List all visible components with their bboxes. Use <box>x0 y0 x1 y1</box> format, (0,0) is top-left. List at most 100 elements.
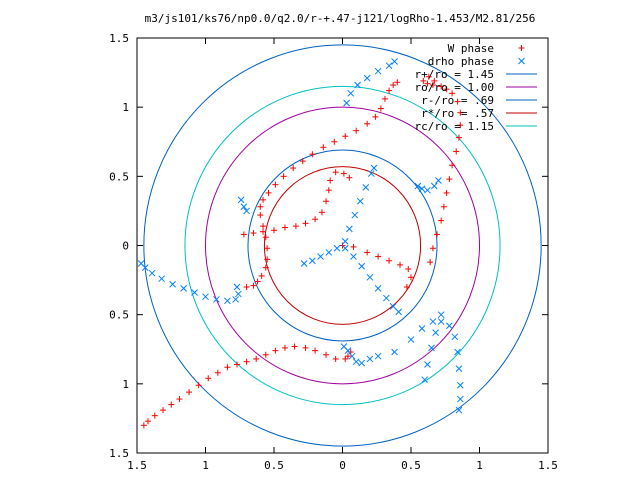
point-1-48 <box>333 244 341 252</box>
point-0-81 <box>302 220 309 227</box>
point-1-43 <box>391 58 398 65</box>
point-1-69 <box>424 186 431 194</box>
point-1-61 <box>382 294 390 302</box>
point-0-74 <box>431 77 438 84</box>
point-0-58 <box>440 203 447 210</box>
point-0-10 <box>224 364 231 371</box>
point-0-17 <box>291 343 298 350</box>
point-1-44 <box>300 260 308 267</box>
point-1-27 <box>428 344 435 352</box>
point-1-18 <box>366 355 374 363</box>
point-1-26 <box>424 361 431 368</box>
point-0-31 <box>264 245 271 252</box>
point-1-3 <box>158 275 166 283</box>
point-0-43 <box>320 144 327 151</box>
y-tick-label-3: 0 <box>122 240 129 253</box>
point-1-57 <box>350 253 357 260</box>
point-1-12 <box>233 283 241 291</box>
point-1-30 <box>446 322 453 330</box>
point-1-65 <box>240 203 248 211</box>
point-0-53 <box>394 79 401 86</box>
point-0-79 <box>281 224 288 231</box>
point-0-62 <box>453 148 460 155</box>
point-1-68 <box>418 185 426 193</box>
point-1-55 <box>370 164 378 172</box>
point-1-36 <box>455 406 463 414</box>
point-0-21 <box>332 355 339 362</box>
point-0-82 <box>312 216 319 223</box>
point-0-61 <box>449 162 456 169</box>
point-0-34 <box>257 212 264 219</box>
point-0-49 <box>377 105 384 112</box>
legend-label-0: W phase <box>448 42 494 55</box>
point-1-45 <box>309 257 316 265</box>
point-1-16 <box>352 358 360 366</box>
point-0-39 <box>280 173 287 180</box>
point-1-39 <box>354 81 361 89</box>
point-0-32 <box>262 234 269 241</box>
circle-4 <box>247 149 438 342</box>
point-1-6 <box>191 289 198 296</box>
legend-marker-1 <box>518 57 525 65</box>
point-0-20 <box>323 351 330 358</box>
point-1-71 <box>435 177 442 184</box>
point-0-57 <box>438 217 445 224</box>
point-0-75 <box>240 231 247 238</box>
x-tick-label-3: 0 <box>339 459 346 472</box>
point-1-10 <box>232 296 239 303</box>
y-tick-label-1: 1 <box>122 378 129 391</box>
point-1-66 <box>243 207 250 215</box>
point-0-68 <box>443 86 450 93</box>
point-0-22 <box>342 355 349 362</box>
point-0-16 <box>281 344 288 351</box>
point-1-5 <box>180 285 187 292</box>
legend-label-6: rc/ro = 1.15 <box>415 120 494 133</box>
point-1-53 <box>362 184 370 191</box>
point-0-44 <box>331 138 338 145</box>
point-0-48 <box>372 113 379 120</box>
point-1-46 <box>317 253 324 260</box>
point-1-70 <box>430 182 438 190</box>
point-0-60 <box>446 176 453 183</box>
point-0-5 <box>176 396 183 403</box>
point-0-41 <box>299 158 306 165</box>
circle-5 <box>263 166 422 325</box>
point-0-40 <box>290 165 297 172</box>
point-0-69 <box>438 83 445 90</box>
x-tick-label-6: 1.5 <box>538 459 558 472</box>
chart-title: m3/js101/ks76/np0.0/q2.0/r-+.47-j121/log… <box>145 12 536 25</box>
point-0-35 <box>257 203 264 210</box>
point-0-50 <box>381 95 388 102</box>
point-0-78 <box>271 227 277 234</box>
point-1-54 <box>367 170 375 177</box>
point-0-56 <box>434 231 441 238</box>
point-1-51 <box>351 211 359 219</box>
point-1-42 <box>385 62 393 70</box>
y-tick-label-0: 1.5 <box>109 447 129 460</box>
x-tick-label-0: 1.5 <box>127 459 147 472</box>
y-tick-label-6: 1.5 <box>109 32 129 45</box>
point-1-62 <box>389 303 397 310</box>
point-0-89 <box>346 174 353 181</box>
legend-label-2: r+/ro = 1.45 <box>415 68 494 81</box>
point-1-7 <box>202 293 209 301</box>
point-0-55 <box>429 245 436 252</box>
point-1-47 <box>325 249 333 256</box>
point-0-12 <box>243 358 250 365</box>
point-1-49 <box>341 237 349 245</box>
point-0-65 <box>457 109 464 116</box>
point-0-45 <box>342 133 349 140</box>
point-1-17 <box>358 359 366 367</box>
point-1-38 <box>347 89 355 97</box>
point-0-28 <box>258 272 265 279</box>
point-0-13 <box>253 355 260 362</box>
point-0-3 <box>160 407 167 414</box>
point-1-11 <box>235 290 242 298</box>
point-1-8 <box>213 296 220 303</box>
point-0-38 <box>272 181 279 188</box>
y-tick-label-2: 0.5 <box>109 309 129 322</box>
legend-marker-0 <box>518 45 525 51</box>
point-1-9 <box>224 297 231 305</box>
point-0-1 <box>144 418 151 425</box>
point-0-9 <box>214 369 221 376</box>
